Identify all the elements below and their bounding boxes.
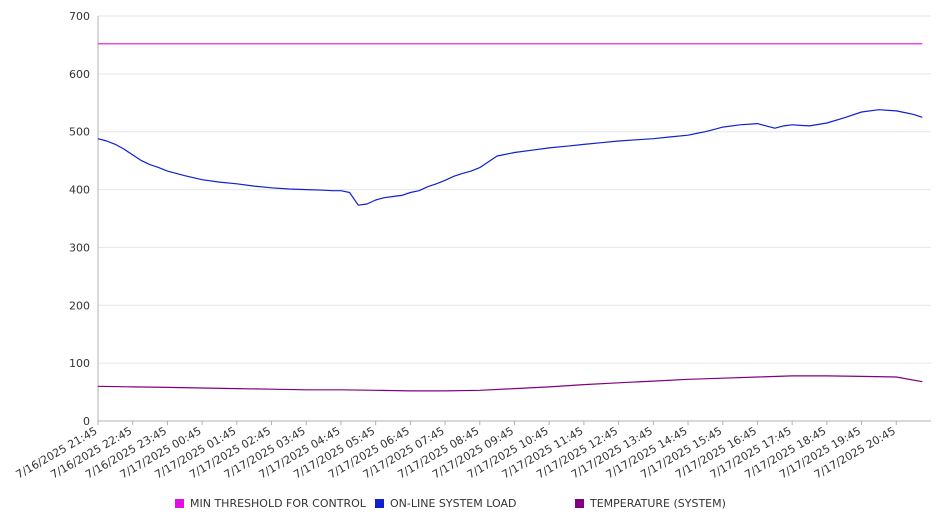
legend: MIN THRESHOLD FOR CONTROL ON-LINE SYSTEM… xyxy=(0,497,946,517)
series-lines xyxy=(97,43,923,392)
y-tick-labels: 0 100 200 300 400 500 600 700 xyxy=(69,10,90,428)
y-tick-label-300: 300 xyxy=(69,241,90,254)
x-tick-labels: 7/16/2025 21:457/16/2025 22:457/16/2025 … xyxy=(14,424,898,481)
legend-swatch-temperature xyxy=(575,499,584,508)
legend-swatch-system-load xyxy=(375,499,384,508)
y-tick-label-200: 200 xyxy=(69,299,90,312)
y-tick-label-600: 600 xyxy=(69,68,90,81)
legend-label-system-load: ON-LINE SYSTEM LOAD xyxy=(390,497,517,510)
legend-item-temperature[interactable]: TEMPERATURE (SYSTEM) xyxy=(575,497,726,510)
legend-item-min-threshold[interactable]: MIN THRESHOLD FOR CONTROL xyxy=(175,497,366,510)
y-tick-label-400: 400 xyxy=(69,184,90,197)
series-line-2 xyxy=(97,375,923,392)
axes xyxy=(97,16,931,425)
y-tick-label-0: 0 xyxy=(83,415,90,428)
legend-label-temperature: TEMPERATURE (SYSTEM) xyxy=(590,497,726,510)
y-tick-label-700: 700 xyxy=(69,10,90,23)
grid-lines xyxy=(98,15,931,364)
y-tick-label-500: 500 xyxy=(69,126,90,139)
legend-label-min-threshold: MIN THRESHOLD FOR CONTROL xyxy=(190,497,366,510)
series-line-1 xyxy=(97,109,923,206)
legend-swatch-min-threshold xyxy=(175,499,184,508)
legend-item-system-load[interactable]: ON-LINE SYSTEM LOAD xyxy=(375,497,516,510)
y-tick-label-100: 100 xyxy=(69,357,90,370)
